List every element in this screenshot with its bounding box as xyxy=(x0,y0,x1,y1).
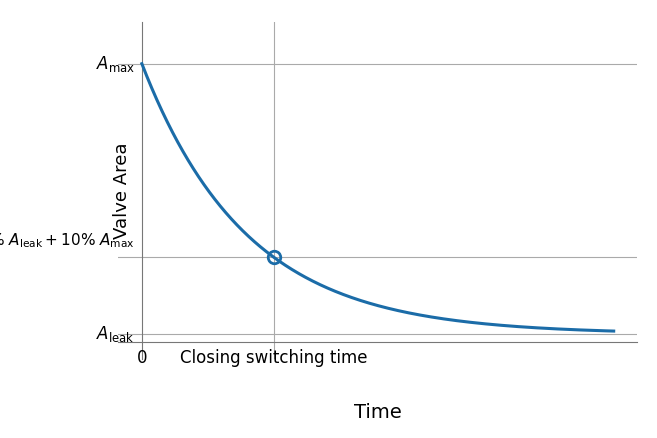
Text: 0: 0 xyxy=(137,350,147,367)
Text: $A_{\mathregular{max}}$: $A_{\mathregular{max}}$ xyxy=(96,54,135,74)
Text: Time: Time xyxy=(354,403,401,422)
Text: $A_{\mathregular{leak}}$: $A_{\mathregular{leak}}$ xyxy=(97,324,135,344)
Text: Closing switching time: Closing switching time xyxy=(180,350,368,367)
Y-axis label: Valve Area: Valve Area xyxy=(113,142,131,239)
Text: $90\%\ A_{\mathregular{leak}} + 10\%\ A_{\mathregular{max}}$: $90\%\ A_{\mathregular{leak}} + 10\%\ A_… xyxy=(0,231,135,250)
